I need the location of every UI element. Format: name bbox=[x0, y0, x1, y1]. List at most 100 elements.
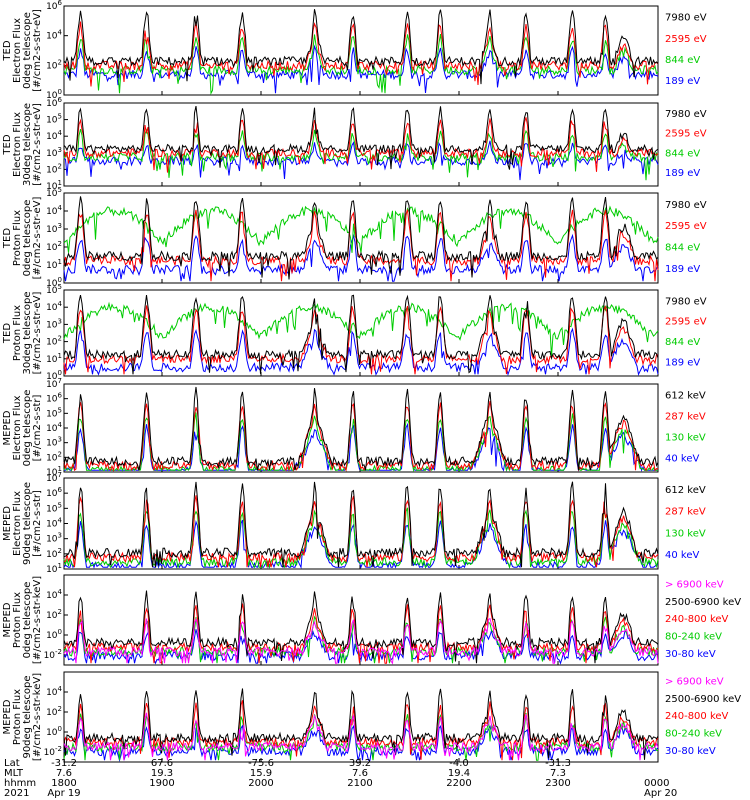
legend-entry: 189 eV bbox=[665, 264, 700, 275]
x-tick-label: -4.0 bbox=[449, 758, 469, 769]
series-line-844-ev bbox=[63, 128, 659, 181]
y-axis-title-line: MEPED bbox=[2, 699, 13, 734]
y-tick-label: 104 bbox=[46, 588, 62, 601]
y-axis-title-line: 30deg telescope bbox=[22, 291, 33, 374]
x-axis-labels: Lat -31.2 67.6 -75.6 39.2 -4.0 -31.3 MLT 7.6 19.3… bbox=[4, 758, 677, 799]
y-tick-label: 105 bbox=[46, 186, 62, 199]
series-line-2595-ev bbox=[63, 117, 659, 173]
x-tick-label: 2200 bbox=[446, 778, 471, 789]
series-line-2500-6900-kev bbox=[63, 688, 659, 760]
x-tick-label: 2100 bbox=[347, 778, 372, 789]
y-tick-label: 106 bbox=[46, 486, 62, 499]
y-tick-label: 101 bbox=[46, 258, 62, 271]
y-axis-title-line: 30deg telescope bbox=[22, 103, 33, 186]
y-axis-title-line: [#/cm2-s-str-keV] bbox=[32, 576, 43, 664]
x-tick-label: -31.2 bbox=[51, 758, 77, 769]
panel-frame bbox=[63, 574, 659, 666]
y-tick-label: 104 bbox=[46, 129, 62, 142]
y-tick-label: 100 bbox=[46, 276, 62, 289]
legend-entry: 287 keV bbox=[665, 411, 706, 422]
series-line-2595-ev bbox=[63, 21, 659, 87]
series-line-844-ev bbox=[63, 34, 659, 96]
y-tick-label: 10-2 bbox=[44, 745, 62, 758]
y-tick-label: 103 bbox=[46, 317, 62, 330]
x-tick-label: 19.4 bbox=[448, 768, 470, 779]
x-tick-label: 2300 bbox=[545, 778, 570, 789]
series-line-612-kev bbox=[63, 386, 659, 471]
legend-entry: > 6900 keV bbox=[665, 580, 724, 591]
legend-entry: 240-800 keV bbox=[665, 711, 729, 722]
y-tick-label: 104 bbox=[46, 204, 62, 217]
series-line-287-kev bbox=[63, 495, 659, 568]
x-tick-label: 1800 bbox=[51, 778, 76, 789]
y-axis-title: TED Electron Flux 30deg telescope [#/cm2-s-… bbox=[2, 103, 43, 186]
series-line-7980-ev bbox=[63, 9, 659, 85]
legend-entry: 189 eV bbox=[665, 168, 700, 179]
x-tick-label: Apr 19 bbox=[47, 788, 80, 799]
x-tick-label: 39.2 bbox=[349, 758, 371, 769]
y-tick-label: 103 bbox=[46, 532, 62, 545]
legend-entry: 2595 eV bbox=[665, 221, 707, 232]
series-line--6900-kev bbox=[63, 712, 659, 761]
y-tick-label: 102 bbox=[46, 335, 62, 348]
y-axis-title-line: Proton Flux bbox=[12, 305, 23, 361]
x-tick-label: 7.6 bbox=[352, 768, 368, 779]
y-axis-title-line: Proton Flux bbox=[12, 210, 23, 266]
y-axis-title-line: [#/cm2-s-str] bbox=[32, 394, 43, 461]
y-tick-label: 100 bbox=[46, 725, 62, 738]
series-line-7980-ev bbox=[63, 294, 659, 375]
y-tick-label: 104 bbox=[46, 685, 62, 698]
y-axis-title-line: 90deg telescope bbox=[22, 675, 33, 758]
y-axis-title: TED Proton Flux 0deg telescope [#/cm2-s-str… bbox=[2, 197, 43, 280]
y-tick-label: 10-2 bbox=[44, 648, 62, 661]
y-tick-label: 106 bbox=[46, 392, 62, 405]
x-tick-label: 15.9 bbox=[250, 768, 272, 779]
legend-entry: 30-80 keV bbox=[665, 746, 716, 757]
series-line-130-kev bbox=[63, 412, 658, 473]
y-tick-label: 105 bbox=[46, 283, 62, 296]
legend-entry: 844 eV bbox=[665, 337, 700, 348]
legend-entry: 40 keV bbox=[665, 453, 699, 464]
legend-entry: 7980 eV bbox=[665, 200, 707, 211]
y-tick-label: 105 bbox=[46, 406, 62, 419]
legend-entry: 844 eV bbox=[665, 148, 700, 159]
legend-entry: 2595 eV bbox=[665, 34, 707, 45]
y-axis-title: MEPED Proton Flux 90deg telescope [#/cm2-s-… bbox=[2, 673, 43, 761]
legend-entry: 2595 eV bbox=[665, 129, 707, 140]
y-tick-label: 102 bbox=[46, 240, 62, 253]
series-line-612-kev bbox=[63, 481, 659, 568]
series-line--6900-kev bbox=[63, 617, 659, 665]
y-axis-title-line: MEPED bbox=[2, 602, 13, 637]
panel-frame bbox=[63, 102, 659, 187]
y-axis-title: MEPED Electron Flux 90deg telescope [#/cm2-… bbox=[2, 482, 43, 565]
series-line-130-kev bbox=[63, 507, 659, 570]
y-axis-title-line: [#/cm2-s-str-eV] bbox=[32, 103, 43, 186]
y-axis-title-line: 0deg telescope bbox=[22, 390, 33, 467]
y-axis-title-line: TED bbox=[2, 40, 13, 61]
legend-entry: 7980 eV bbox=[665, 296, 707, 307]
y-tick-label: 104 bbox=[46, 421, 62, 434]
legend-entry: 130 keV bbox=[665, 432, 706, 443]
x-tick-label: Apr 20 bbox=[644, 788, 677, 799]
y-axis-title-line: TED bbox=[2, 323, 13, 344]
y-axis-title-line: MEPED bbox=[2, 410, 13, 445]
legend-entry: 844 eV bbox=[665, 55, 700, 66]
legend-entry: 7980 eV bbox=[665, 109, 707, 120]
y-axis-title-line: 0deg telescope bbox=[22, 200, 33, 277]
y-tick-label: 105 bbox=[46, 501, 62, 514]
legend-entry: 612 keV bbox=[665, 485, 706, 496]
y-axis-title: MEPED Proton Flux 0deg telescope [#/cm2-s-s… bbox=[2, 576, 43, 664]
legend-entry: 844 eV bbox=[665, 243, 700, 254]
series-line-240-800-kev bbox=[63, 603, 659, 665]
y-tick-label: 103 bbox=[46, 222, 62, 235]
y-tick-label: 102 bbox=[46, 547, 62, 560]
y-tick-label: 106 bbox=[46, 96, 62, 109]
series-line-189-ev bbox=[63, 327, 659, 377]
legend-entry: 40 keV bbox=[665, 550, 699, 561]
x-axis-row-label: MLT bbox=[4, 768, 24, 779]
y-axis-title-line: TED bbox=[2, 134, 13, 155]
legend-entry: 80-240 keV bbox=[665, 728, 722, 739]
